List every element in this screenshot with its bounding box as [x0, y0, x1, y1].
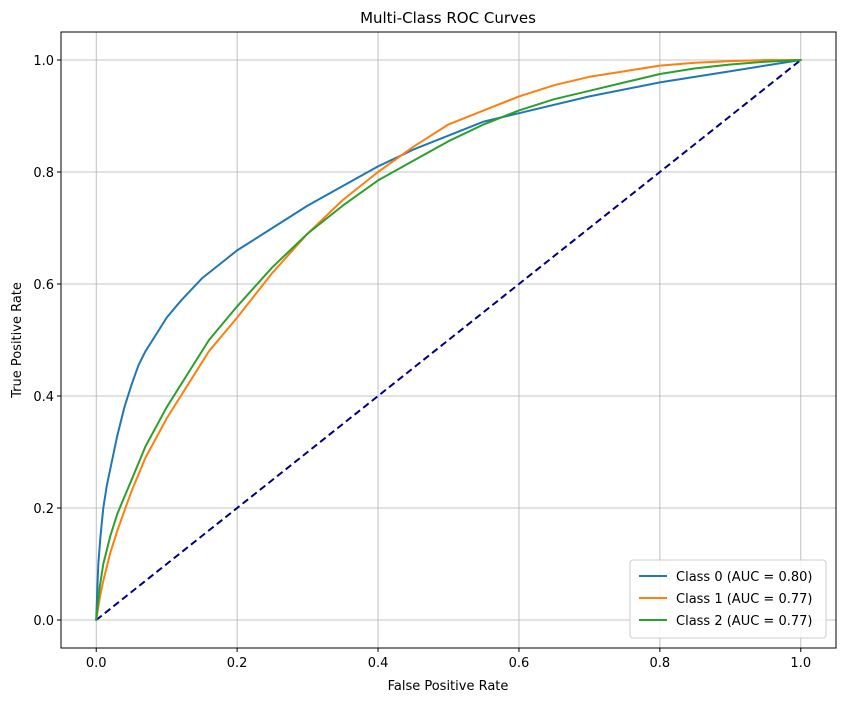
legend: Class 0 (AUC = 0.80) Class 1 (AUC = 0.77)…	[629, 559, 827, 639]
chart-title: Multi-Class ROC Curves	[360, 9, 536, 27]
y-tick-label: 0.4	[33, 390, 54, 405]
legend-label: Class 0 (AUC = 0.80)	[676, 570, 812, 585]
x-tick-label: 1.0	[790, 656, 811, 671]
x-tick-label: 0.2	[227, 656, 248, 671]
x-tick-label: 0.4	[368, 656, 389, 671]
y-axis-label: True Positive Rate	[10, 282, 25, 399]
x-tick-label: 0.8	[650, 656, 671, 671]
grid	[61, 32, 836, 648]
axis-ticks: 0.0 0.2 0.4 0.6 0.8 1.0 0.0 0.2 0.4 0.6 0.8 1.0	[33, 54, 811, 671]
y-tick-label: 0.2	[33, 502, 54, 517]
x-tick-label: 0.6	[509, 656, 530, 671]
y-tick-label: 0.8	[33, 166, 54, 181]
x-tick-label: 0.0	[86, 656, 107, 671]
reference-diagonal	[95, 59, 802, 621]
x-axis-label: False Positive Rate	[388, 679, 509, 694]
legend-label: Class 2 (AUC = 0.77)	[676, 614, 812, 629]
legend-label: Class 1 (AUC = 0.77)	[676, 592, 812, 607]
y-tick-label: 0.6	[33, 278, 54, 293]
y-tick-label: 1.0	[33, 54, 54, 69]
legend-box	[629, 559, 827, 639]
series-line-class-1	[95, 59, 802, 621]
y-tick-label: 0.0	[33, 614, 54, 629]
series-lines	[95, 59, 802, 621]
series-line-class-2	[95, 59, 802, 621]
reference-line	[95, 59, 802, 621]
plot-frame	[60, 31, 837, 649]
